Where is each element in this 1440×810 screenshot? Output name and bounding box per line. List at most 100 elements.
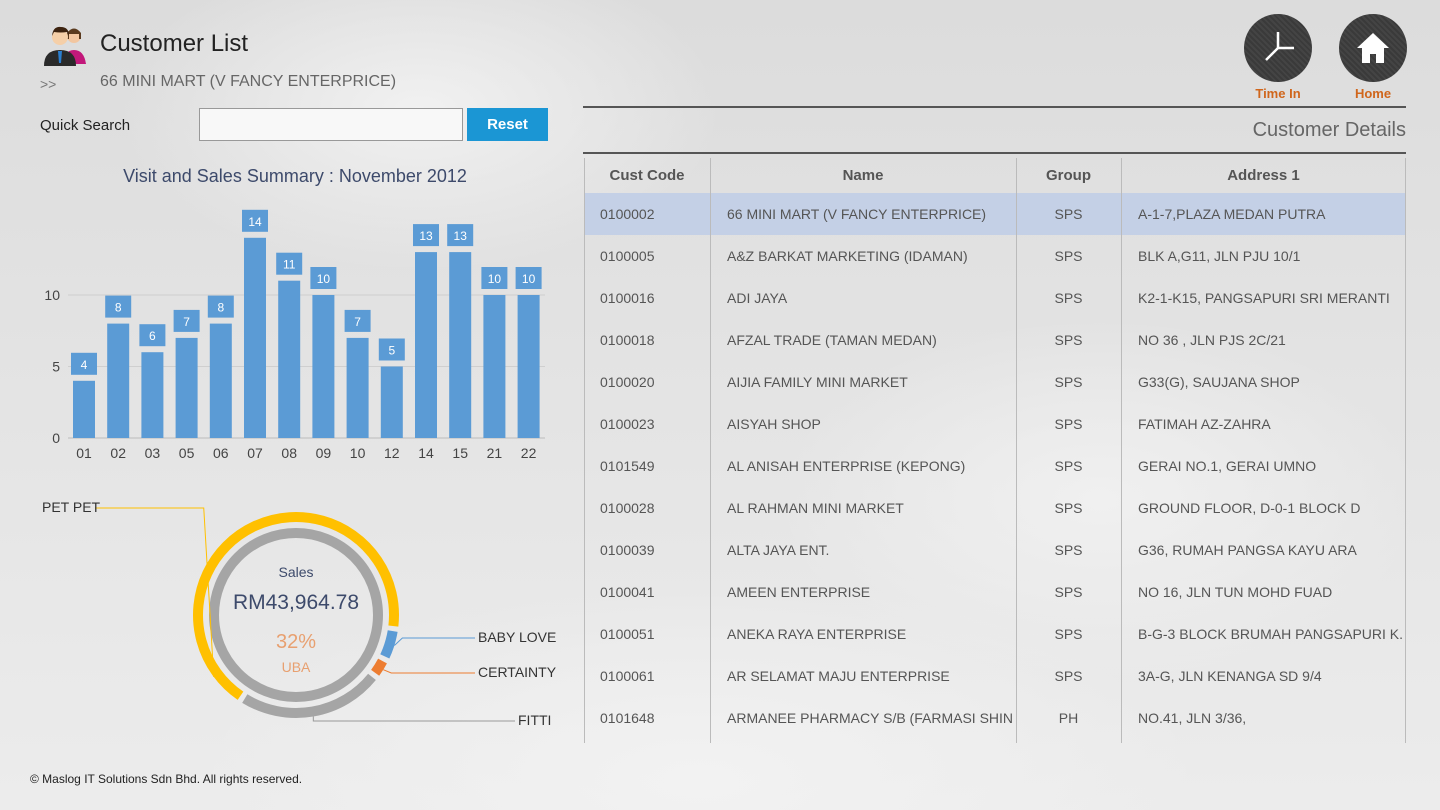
table-row[interactable]: 0100020 AIJIA FAMILY MINI MARKET SPS G33(G)…: [584, 361, 1406, 403]
data-label-box: [378, 338, 405, 361]
bar: [278, 280, 301, 438]
table-row[interactable]: 0100039 ALTA JAYA ENT. SPS G36, RUMAH PANGS…: [584, 529, 1406, 571]
cell-group: SPS: [1054, 416, 1083, 432]
home-icon: [1339, 14, 1407, 82]
data-label: 7: [183, 315, 190, 329]
center-value: RM43,964.78: [233, 591, 359, 614]
donut-slice: [242, 673, 376, 718]
highlight-label: UBA: [282, 659, 311, 675]
table-row[interactable]: 0100061 AR SELAMAT MAJU ENTERPRISE SPS 3A-G…: [584, 655, 1406, 697]
y-tick-label: 5: [52, 359, 60, 375]
data-label-box: [105, 295, 132, 318]
table-row[interactable]: 0100016 ADI JAYA SPS K2-1-K15, PANGSAPURI S…: [584, 277, 1406, 319]
page-title: Customer List: [100, 30, 249, 57]
bar: [483, 295, 506, 438]
table-row[interactable]: 0101648 ARMANEE PHARMACY S/B (FARMASI SHI…: [584, 697, 1406, 739]
time-in-label: Time In: [1255, 86, 1301, 101]
data-label-box: [139, 324, 166, 347]
cell-cust-code: 0100005: [600, 248, 655, 264]
cell-name: ADI JAYA: [727, 290, 788, 306]
bar: [517, 295, 540, 438]
cell-name: A&Z BARKAT MARKETING (IDAMAN): [727, 248, 968, 264]
time-in-button[interactable]: Time In: [1244, 14, 1323, 101]
bar: [73, 380, 95, 438]
inner-ring: [209, 528, 383, 702]
home-button[interactable]: Home: [1339, 14, 1418, 101]
cell-group: SPS: [1054, 332, 1083, 348]
bar: [209, 323, 232, 438]
cell-address: K2-1-K15, PANGSAPURI SRI MERANTI: [1138, 290, 1390, 306]
home-label: Home: [1354, 86, 1392, 101]
table-row[interactable]: 0100018 AFZAL TRADE (TAMAN MEDAN) SPS NO 36…: [584, 319, 1406, 361]
data-label-box: [207, 295, 234, 318]
data-label-box: [276, 252, 303, 275]
x-tick-label: 21: [487, 445, 503, 461]
data-label: 14: [248, 215, 262, 229]
column-header-name[interactable]: Name: [842, 167, 884, 184]
cell-group: SPS: [1054, 542, 1083, 558]
cell-cust-code: 0100023: [600, 416, 655, 432]
cell-name: ALTA JAYA ENT.: [727, 542, 830, 558]
cell-address: G36, RUMAH PANGSA KAYU ARA: [1138, 542, 1357, 558]
table-row[interactable]: 0100002 66 MINI MART (V FANCY ENTERPRICE)…: [584, 193, 1406, 235]
cell-cust-code: 0100061: [600, 668, 655, 684]
breadcrumb-arrow: >>: [40, 76, 57, 92]
data-label: 13: [419, 229, 433, 243]
x-tick-label: 06: [213, 445, 229, 461]
cell-address: GROUND FLOOR, D-0-1 BLOCK D: [1138, 500, 1361, 516]
cell-address: GERAI NO.1, GERAI UMNO: [1138, 458, 1317, 474]
donut-slice: [371, 658, 387, 676]
data-label-box: [71, 352, 97, 375]
cell-name: ARMANEE PHARMACY S/B (FARMASI SHIN: [727, 710, 1014, 726]
cell-group: SPS: [1054, 584, 1083, 600]
column-header-address[interactable]: Address 1: [1227, 167, 1300, 184]
data-label-box: [447, 224, 474, 247]
table-row[interactable]: 0100028 AL RAHMAN MINI MARKET SPS GROUND FL…: [584, 487, 1406, 529]
bar: [107, 323, 130, 438]
table-row[interactable]: 0100051 ANEKA RAYA ENTERPRISE SPS B-G-3 BLO…: [584, 613, 1406, 655]
data-label-box: [242, 209, 268, 232]
customers-icon: [44, 26, 86, 66]
bar: [415, 252, 437, 438]
table-row[interactable]: 0100005 A&Z BARKAT MARKETING (IDAMAN) SPS B…: [584, 235, 1406, 277]
x-tick-label: 03: [145, 445, 161, 461]
cell-group: SPS: [1054, 248, 1083, 264]
table-row[interactable]: 0101549 AL ANISAH ENTERPRISE (KEPONG) SPS G…: [584, 445, 1406, 487]
leader-line: [394, 637, 475, 646]
quick-search-input[interactable]: [199, 108, 463, 141]
table-row[interactable]: 0100023 AISYAH SHOP SPS FATIMAH AZ-ZAHRA: [584, 403, 1406, 445]
data-label-box: [515, 267, 542, 289]
cell-address: A-1-7,PLAZA MEDAN PUTRA: [1138, 206, 1326, 222]
bar: [380, 366, 403, 438]
donut-slice: [193, 512, 399, 700]
leader-line: [383, 669, 475, 674]
data-label-box: [173, 309, 200, 332]
copyright: © Maslog IT Solutions Sdn Bhd. All right…: [30, 772, 303, 786]
table-row[interactable]: 0100041 AMEEN ENTERPRISE SPS NO 16, JLN TUN…: [584, 571, 1406, 613]
cell-name: AMEEN ENTERPRISE: [727, 584, 871, 600]
divider: [583, 106, 1406, 108]
x-tick-label: 08: [281, 445, 297, 461]
bar: [141, 352, 164, 438]
column-header-group[interactable]: Group: [1046, 167, 1091, 184]
bar: [346, 337, 369, 438]
visit-bar-chart: 0510401802603705806140711081009710512131…: [44, 209, 545, 461]
bar: [244, 237, 266, 438]
cell-name: AIJIA FAMILY MINI MARKET: [727, 374, 908, 390]
cell-name: AISYAH SHOP: [727, 416, 821, 432]
cell-address: NO.41, JLN 3/36,: [1138, 710, 1247, 726]
cell-address: 3A-G, JLN KENANGA SD 9/4: [1138, 668, 1322, 684]
reset-button[interactable]: Reset: [467, 108, 548, 141]
x-tick-label: 22: [521, 445, 537, 461]
cell-group: SPS: [1054, 500, 1083, 516]
cell-cust-code: 0100039: [600, 542, 655, 558]
data-label: 10: [522, 272, 536, 286]
cell-cust-code: 0100020: [600, 374, 655, 390]
slice-label: CERTAINTY: [478, 664, 557, 680]
column-header-cust-code[interactable]: Cust Code: [609, 167, 685, 184]
x-tick-label: 01: [76, 445, 92, 461]
cell-name: AFZAL TRADE (TAMAN MEDAN): [727, 332, 937, 348]
quick-search-label: Quick Search: [40, 117, 131, 134]
data-label: 7: [354, 315, 361, 329]
data-label-box: [344, 309, 371, 332]
